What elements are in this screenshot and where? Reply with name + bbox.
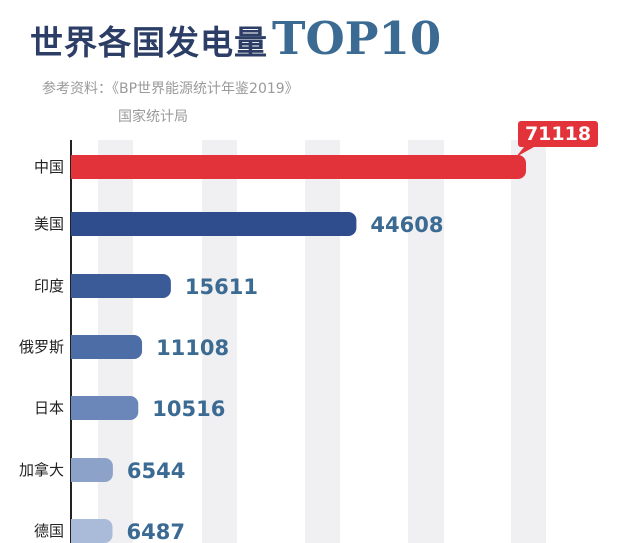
data-label: 71118 [525,123,591,145]
bar [71,335,143,359]
bar-left-edge [71,274,81,298]
callout-tail [516,147,534,157]
title-top10: TOP10 [272,12,442,65]
data-label: 15611 [185,275,258,299]
category-label: 美国 [34,215,64,233]
data-label: 11108 [156,336,229,360]
category-label: 中国 [34,158,64,176]
bar-left-edge [71,396,81,420]
data-label: 10516 [152,397,225,421]
highlight-callout: 71118 [516,121,598,157]
source-reference-2: 国家统计局 [118,109,188,125]
bar-left-edge [71,458,81,482]
bar-left-edge [71,212,81,236]
category-label: 印度 [34,277,64,295]
bar-left-edge [71,155,81,179]
category-label: 日本 [34,399,64,417]
category-label: 加拿大 [19,461,64,479]
chart-title: 世界各国发电量 TOP10 [30,12,441,72]
title-chinese: 世界各国发电量 [30,23,268,62]
bar-left-edge [71,519,81,543]
bar [71,396,139,420]
data-label: 6544 [127,459,185,483]
bar [71,458,113,482]
callout-box [518,121,598,147]
source-reference: 参考资料：《BP世界能源统计年鉴2019》 [42,81,299,97]
grid-band [305,140,340,543]
grid-band [511,140,546,543]
grid-band [202,140,237,543]
data-label: 6487 [127,520,185,543]
bar [71,212,357,236]
bar [71,519,113,543]
category-label: 俄罗斯 [19,338,64,356]
grid-band [408,140,444,543]
category-label: 德国 [34,522,64,540]
bar-chart: 中国 71118 美国 44608 印度 15611 俄罗斯 11108 日本 10516 加拿大 6… [19,121,598,543]
bar [71,155,526,179]
bar-left-edge [71,335,81,359]
data-label: 44608 [370,213,443,237]
bar [71,274,171,298]
